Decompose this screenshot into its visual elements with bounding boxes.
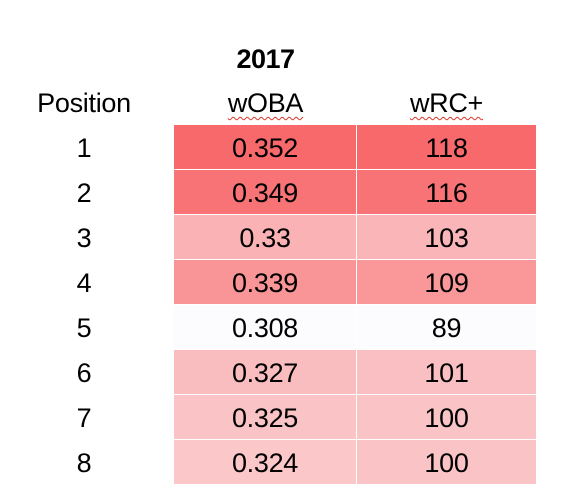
wrc-cell: 101 <box>357 350 536 394</box>
table-row: 3 0.33 103 <box>0 215 568 260</box>
wrc-cell: 116 <box>357 170 536 214</box>
woba-cell: 0.324 <box>174 440 356 484</box>
column-header-position: Position <box>37 88 131 118</box>
table-row: 7 0.325 100 <box>0 395 568 440</box>
table-row: 2 0.349 116 <box>0 170 568 215</box>
position-cell: 5 <box>76 313 92 343</box>
table-title: 2017 <box>236 44 295 74</box>
wrc-cell: 109 <box>357 260 536 304</box>
table-row: 4 0.339 109 <box>0 260 568 305</box>
woba-cell: 0.339 <box>174 260 356 304</box>
wrc-cell: 103 <box>357 215 536 259</box>
column-header-wrc: wRC+ <box>357 88 536 119</box>
position-cell: 7 <box>76 403 92 433</box>
heatmap-table: 1 0.352 118 2 0.349 116 3 0.33 103 4 0.339 109 5 0.30… <box>0 125 568 485</box>
position-cell: 1 <box>76 133 92 163</box>
table-row: 6 0.327 101 <box>0 350 568 395</box>
table-row: 5 0.308 89 <box>0 305 568 350</box>
woba-cell: 0.327 <box>174 350 356 394</box>
position-cell: 4 <box>76 268 92 298</box>
woba-cell: 0.352 <box>174 125 356 169</box>
position-cell: 6 <box>76 358 92 388</box>
woba-cell: 0.325 <box>174 395 356 439</box>
wrc-cell: 89 <box>357 305 536 349</box>
table-row: 8 0.324 100 <box>0 440 568 485</box>
wrc-cell: 100 <box>357 395 536 439</box>
woba-cell: 0.33 <box>174 215 356 259</box>
column-header-woba: wOBA <box>174 88 357 119</box>
position-cell: 2 <box>76 178 92 208</box>
position-cell: 3 <box>76 223 92 253</box>
column-header-wrc-label: wRC+ <box>409 88 484 118</box>
wrc-cell: 100 <box>357 440 536 484</box>
table-row: 1 0.352 118 <box>0 125 568 170</box>
column-header-woba-label: wOBA <box>227 88 304 118</box>
woba-cell: 0.349 <box>174 170 356 214</box>
wrc-cell: 118 <box>357 125 536 169</box>
position-cell: 8 <box>76 448 92 478</box>
woba-cell: 0.308 <box>174 305 356 349</box>
